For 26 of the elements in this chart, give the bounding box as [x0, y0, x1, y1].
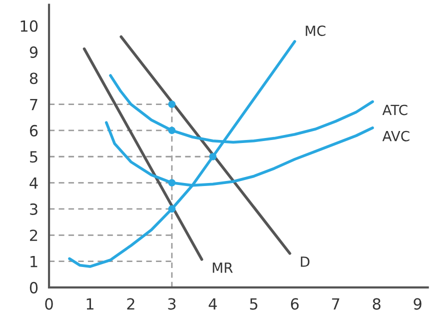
- x-tick-label: 7: [332, 298, 340, 310]
- x-tick-label: 9: [414, 298, 422, 310]
- y-tick-label: 0: [30, 282, 38, 294]
- x-tick-label: 3: [168, 298, 176, 310]
- y-tick-label: 8: [30, 72, 38, 84]
- series-label: MC: [306, 26, 326, 36]
- x-tick-label: 0: [45, 298, 53, 310]
- y-tick-label: 9: [30, 46, 38, 58]
- x-tick-label: 6: [290, 298, 299, 310]
- series-label: D: [300, 256, 310, 267]
- y-tick-label: 1: [30, 256, 38, 268]
- x-tick-label: 4: [208, 298, 217, 310]
- y-tick-label: 2: [30, 230, 38, 241]
- x-tick-label: 2: [127, 298, 134, 310]
- series-label: MR: [212, 262, 233, 273]
- y-tick-label: 3: [30, 203, 38, 215]
- x-tick-label: 5: [250, 298, 258, 310]
- y-tick-label: 4: [30, 177, 38, 189]
- y-tick-label: 5: [30, 151, 38, 163]
- y-tick-label: 10: [20, 20, 38, 32]
- y-tick-label: 7: [30, 98, 38, 110]
- x-tick-label: 1: [86, 298, 94, 310]
- series-label: ATC: [382, 104, 408, 116]
- series-label: AVC: [382, 130, 410, 142]
- y-tick-label: 6: [30, 124, 38, 136]
- x-tick-label: 8: [372, 298, 380, 310]
